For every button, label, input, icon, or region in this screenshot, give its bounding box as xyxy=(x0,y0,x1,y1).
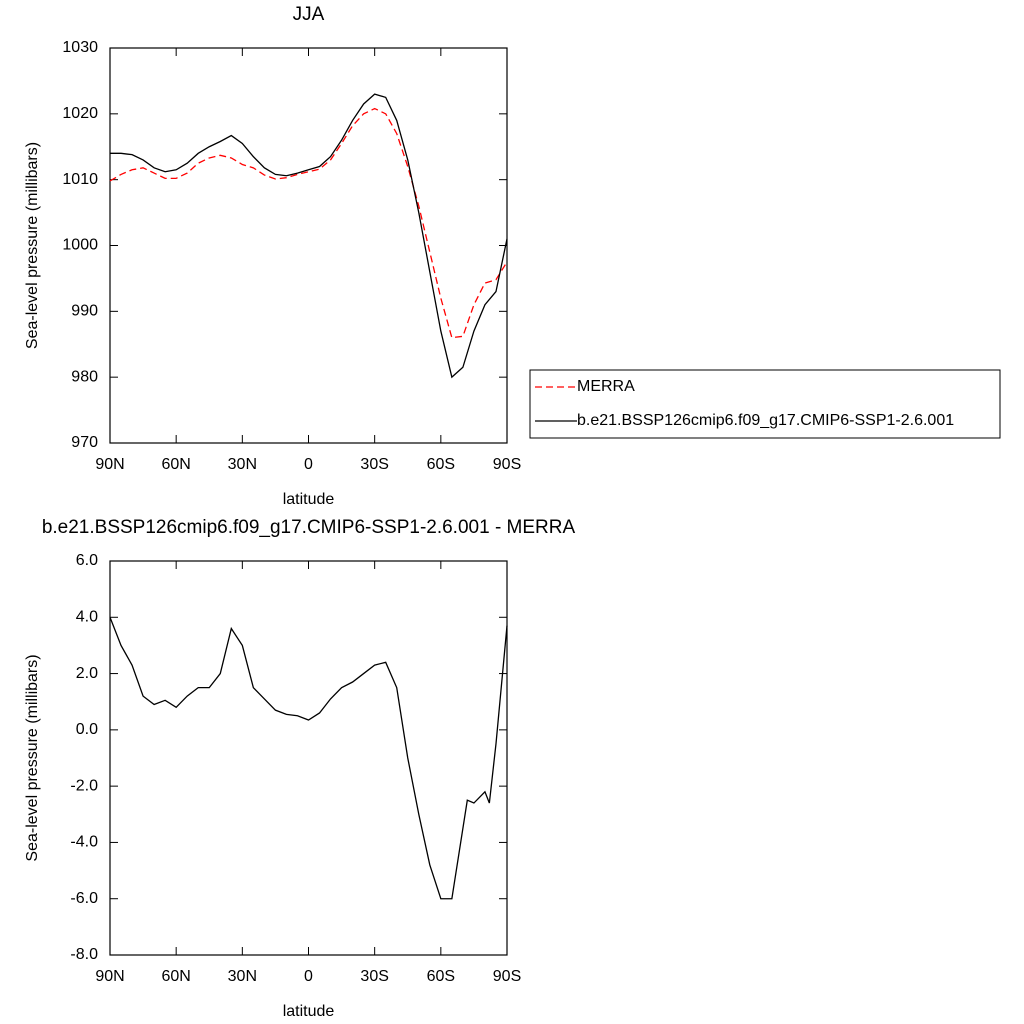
chart-title: JJA xyxy=(293,4,325,25)
x-tick-label: 90N xyxy=(95,456,124,473)
x-tick-label: 60S xyxy=(427,968,455,985)
x-tick-label: 30N xyxy=(228,968,257,985)
x-tick-label: 0 xyxy=(304,456,313,473)
y-tick-label: -2.0 xyxy=(70,777,98,794)
y-tick-label: 1020 xyxy=(62,105,98,122)
y-tick-label: 6.0 xyxy=(76,552,98,569)
data-line xyxy=(109,617,508,900)
y-tick-label: 4.0 xyxy=(76,609,98,626)
y-tick-label: -8.0 xyxy=(70,946,98,963)
legend-label: b.e21.BSSP126cmip6.f09_g17.CMIP6-SSP1-2.… xyxy=(577,412,954,429)
x-tick-label: 30N xyxy=(228,456,257,473)
data-line xyxy=(110,93,508,379)
y-tick-label: 990 xyxy=(71,303,98,320)
legend-box xyxy=(529,369,1001,439)
y-tick-label: 1000 xyxy=(62,237,98,254)
data-line xyxy=(109,107,508,339)
y-tick-label: 1030 xyxy=(62,39,98,56)
x-tick-label: 60S xyxy=(427,456,455,473)
x-tick-label: 60N xyxy=(161,968,190,985)
x-tick-label: 90S xyxy=(493,456,521,473)
y-tick-label: 980 xyxy=(71,368,98,385)
plot-frame xyxy=(109,47,508,444)
x-axis-label: latitude xyxy=(283,1003,335,1020)
x-tick-label: 90S xyxy=(493,968,521,985)
x-tick-label: 30S xyxy=(360,968,388,985)
y-tick-label: -6.0 xyxy=(70,890,98,907)
x-tick-label: 90N xyxy=(95,968,124,985)
x-axis-label: latitude xyxy=(283,491,335,508)
legend-label: MERRA xyxy=(577,378,635,395)
y-axis-label: Sea-level pressure (millibars) xyxy=(24,654,41,861)
y-axis-label: Sea-level pressure (millibars) xyxy=(24,142,41,349)
chart-title: b.e21.BSSP126cmip6.f09_g17.CMIP6-SSP1-2.… xyxy=(42,517,576,538)
y-tick-label: 1010 xyxy=(62,171,98,188)
x-tick-label: 0 xyxy=(304,968,313,985)
x-tick-label: 60N xyxy=(161,456,190,473)
y-tick-label: 970 xyxy=(71,434,98,451)
y-tick-label: 2.0 xyxy=(76,665,98,682)
x-tick-label: 30S xyxy=(360,456,388,473)
plot-frame xyxy=(109,560,508,956)
y-tick-label: -4.0 xyxy=(70,834,98,851)
y-tick-label: 0.0 xyxy=(76,721,98,738)
